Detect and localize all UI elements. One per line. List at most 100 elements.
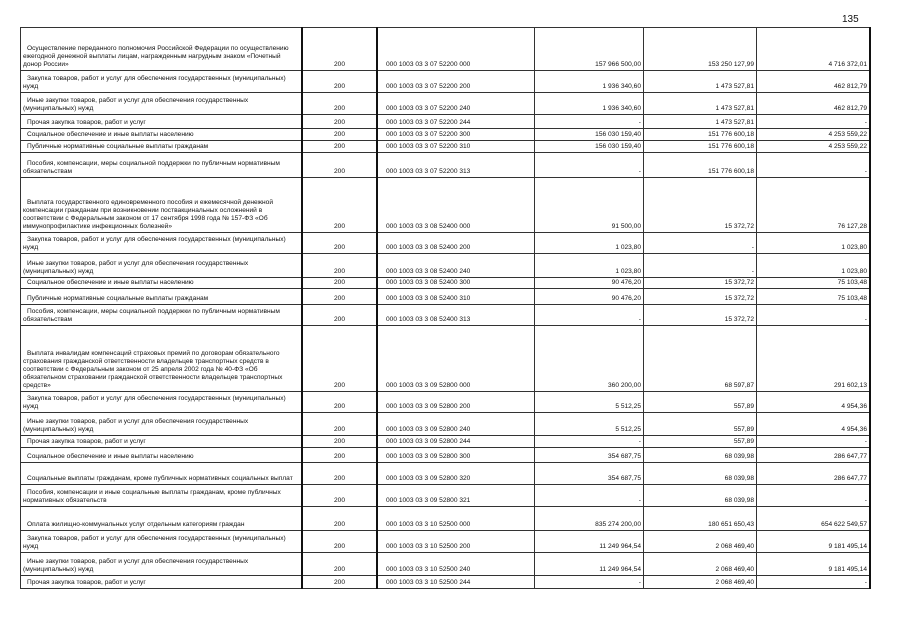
- approved-amount-cell: -: [534, 304, 644, 326]
- table-row: Закупка товаров, работ и услуг для обесп…: [20, 232, 871, 254]
- remainder-amount-text: -: [864, 119, 867, 126]
- description-cell: Публичные нормативные социальные выплаты…: [20, 140, 303, 153]
- remainder-amount-cell: 4 253 559,22: [756, 140, 871, 153]
- line-code-text: 200: [333, 403, 345, 410]
- line-code-cell: 200: [301, 177, 378, 233]
- approved-amount-text: -: [638, 168, 641, 175]
- classification-code-cell: 000 1003 03 3 09 52800 200: [376, 391, 535, 413]
- classification-code-text: 000 1003 03 3 09 52800 321: [386, 497, 471, 504]
- executed-amount-text: 153 250 127,99: [708, 61, 754, 68]
- remainder-amount-text: 9 181 495,14: [828, 543, 867, 550]
- approved-amount-cell: 11 249 964,54: [534, 552, 644, 576]
- remainder-amount-cell: 4 954,36: [756, 391, 871, 413]
- remainder-amount-cell: 9 181 495,14: [756, 530, 871, 553]
- description-text: Пособия, компенсации, меры социальной по…: [23, 308, 280, 323]
- classification-code-text: 000 1003 03 3 08 52400 240: [386, 268, 471, 275]
- classification-code-text: 000 1003 03 3 09 52800 300: [386, 453, 471, 460]
- line-code-cell: 200: [301, 288, 378, 305]
- approved-amount-text: 1 936 340,60: [602, 105, 641, 112]
- executed-amount-cell: 1 473 527,81: [643, 114, 757, 129]
- executed-amount-cell: -: [643, 253, 757, 278]
- executed-amount-cell: 15 372,72: [643, 288, 757, 305]
- classification-code-text: 000 1003 03 3 09 52800 240: [386, 426, 471, 433]
- remainder-amount-text: 1 023,80: [841, 244, 867, 251]
- description-text: Социальное обеспечение и иные выплаты на…: [27, 131, 194, 138]
- executed-amount-cell: 2 068 469,40: [643, 530, 757, 553]
- classification-code-text: 000 1003 03 3 07 52200 000: [386, 61, 471, 68]
- remainder-amount-text: 75 103,48: [837, 295, 867, 302]
- classification-code-cell: 000 1003 03 3 08 52400 200: [376, 232, 535, 254]
- executed-amount-text: 68 597,87: [724, 382, 754, 389]
- approved-amount-cell: 360 200,00: [534, 325, 644, 392]
- classification-code-text: 000 1003 03 3 10 52500 200: [386, 543, 471, 550]
- table-row: Социальное обеспечение и иные выплаты на…: [20, 447, 871, 463]
- table-row: Прочая закупка товаров, работ и услуг 200…: [20, 114, 871, 129]
- classification-code-text: 000 1003 03 3 08 52400 000: [386, 223, 471, 230]
- table-row: Социальные выплаты гражданам, кроме публ…: [20, 462, 871, 485]
- remainder-amount-cell: 654 622 549,57: [756, 506, 871, 531]
- executed-amount-text: 151 776 600,18: [708, 168, 754, 175]
- remainder-amount-cell: 286 647,77: [756, 447, 871, 463]
- classification-code-text: 000 1003 03 3 10 52500 244: [386, 579, 471, 586]
- line-code-cell: 200: [301, 552, 378, 576]
- line-code-cell: 200: [301, 304, 378, 326]
- line-code-cell: 200: [301, 253, 378, 278]
- line-code-cell: 200: [301, 92, 378, 115]
- approved-amount-cell: 1 023,80: [534, 253, 644, 278]
- description-cell: Социальные выплаты гражданам, кроме публ…: [20, 462, 303, 485]
- approved-amount-cell: 156 030 159,40: [534, 128, 644, 141]
- remainder-amount-text: 462 812,79: [833, 105, 867, 112]
- classification-code-text: 000 1003 03 3 10 52500 000: [386, 521, 471, 528]
- table-row: Пособия, компенсации и иные социальные в…: [20, 484, 871, 507]
- budget-execution-table: Осуществление переданного полномочия Рос…: [20, 27, 871, 589]
- remainder-amount-text: -: [864, 168, 867, 175]
- approved-amount-text: -: [638, 579, 641, 586]
- executed-amount-text: 151 776 600,18: [708, 143, 754, 150]
- classification-code-cell: 000 1003 03 3 08 52400 310: [376, 288, 535, 305]
- classification-code-cell: 000 1003 03 3 07 52200 200: [376, 70, 535, 93]
- classification-code-text: 000 1003 03 3 08 52400 300: [386, 279, 471, 286]
- executed-amount-text: 15 372,72: [724, 279, 754, 286]
- classification-code-text: 000 1003 03 3 09 52800 244: [386, 438, 471, 445]
- classification-code-cell: 000 1003 03 3 07 52200 240: [376, 92, 535, 115]
- executed-amount-cell: 1 473 527,81: [643, 70, 757, 93]
- remainder-amount-text: 4 954,36: [841, 403, 867, 410]
- approved-amount-cell: 1 936 340,60: [534, 92, 644, 115]
- classification-code-text: 000 1003 03 3 08 52400 310: [386, 295, 471, 302]
- remainder-amount-text: 291 602,13: [833, 382, 867, 389]
- classification-code-text: 000 1003 03 3 07 52200 200: [386, 83, 471, 90]
- table-row: Пособия, компенсации, меры социальной по…: [20, 152, 871, 178]
- table-row: Пособия, компенсации, меры социальной по…: [20, 304, 871, 326]
- approved-amount-cell: -: [534, 114, 644, 129]
- description-cell: Выплата инвалидам компенсаций страховых …: [20, 325, 303, 392]
- line-code-text: 200: [333, 168, 345, 175]
- remainder-amount-cell: 291 602,13: [756, 325, 871, 392]
- remainder-amount-text: 462 812,79: [833, 83, 867, 90]
- classification-code-cell: 000 1003 03 3 07 52200 244: [376, 114, 535, 129]
- approved-amount-text: -: [638, 119, 641, 126]
- description-text: Иные закупки товаров, работ и услуг для …: [23, 260, 249, 275]
- classification-code-cell: 000 1003 03 3 09 52800 000: [376, 325, 535, 392]
- approved-amount-cell: 1 023,80: [534, 232, 644, 254]
- line-code-cell: 200: [301, 435, 378, 448]
- remainder-amount-cell: 4 716 372,01: [756, 27, 871, 71]
- line-code-text: 200: [333, 438, 345, 445]
- approved-amount-cell: 11 249 964,54: [534, 530, 644, 553]
- executed-amount-text: 1 473 527,81: [715, 105, 754, 112]
- remainder-amount-text: -: [864, 438, 867, 445]
- classification-code-cell: 000 1003 03 3 08 52400 313: [376, 304, 535, 326]
- executed-amount-cell: 2 068 469,40: [643, 575, 757, 589]
- line-code-cell: 200: [301, 447, 378, 463]
- approved-amount-cell: 157 966 500,00: [534, 27, 644, 71]
- executed-amount-cell: 557,89: [643, 435, 757, 448]
- approved-amount-cell: 90 476,20: [534, 288, 644, 305]
- approved-amount-cell: 90 476,20: [534, 277, 644, 289]
- approved-amount-cell: -: [534, 152, 644, 178]
- approved-amount-cell: 835 274 200,00: [534, 506, 644, 531]
- approved-amount-text: 1 936 340,60: [602, 83, 641, 90]
- description-text: Публичные нормативные социальные выплаты…: [27, 295, 209, 302]
- table-row: Прочая закупка товаров, работ и услуг 200…: [20, 435, 871, 448]
- line-code-cell: 200: [301, 575, 378, 589]
- approved-amount-text: -: [638, 438, 641, 445]
- line-code-text: 200: [333, 426, 345, 433]
